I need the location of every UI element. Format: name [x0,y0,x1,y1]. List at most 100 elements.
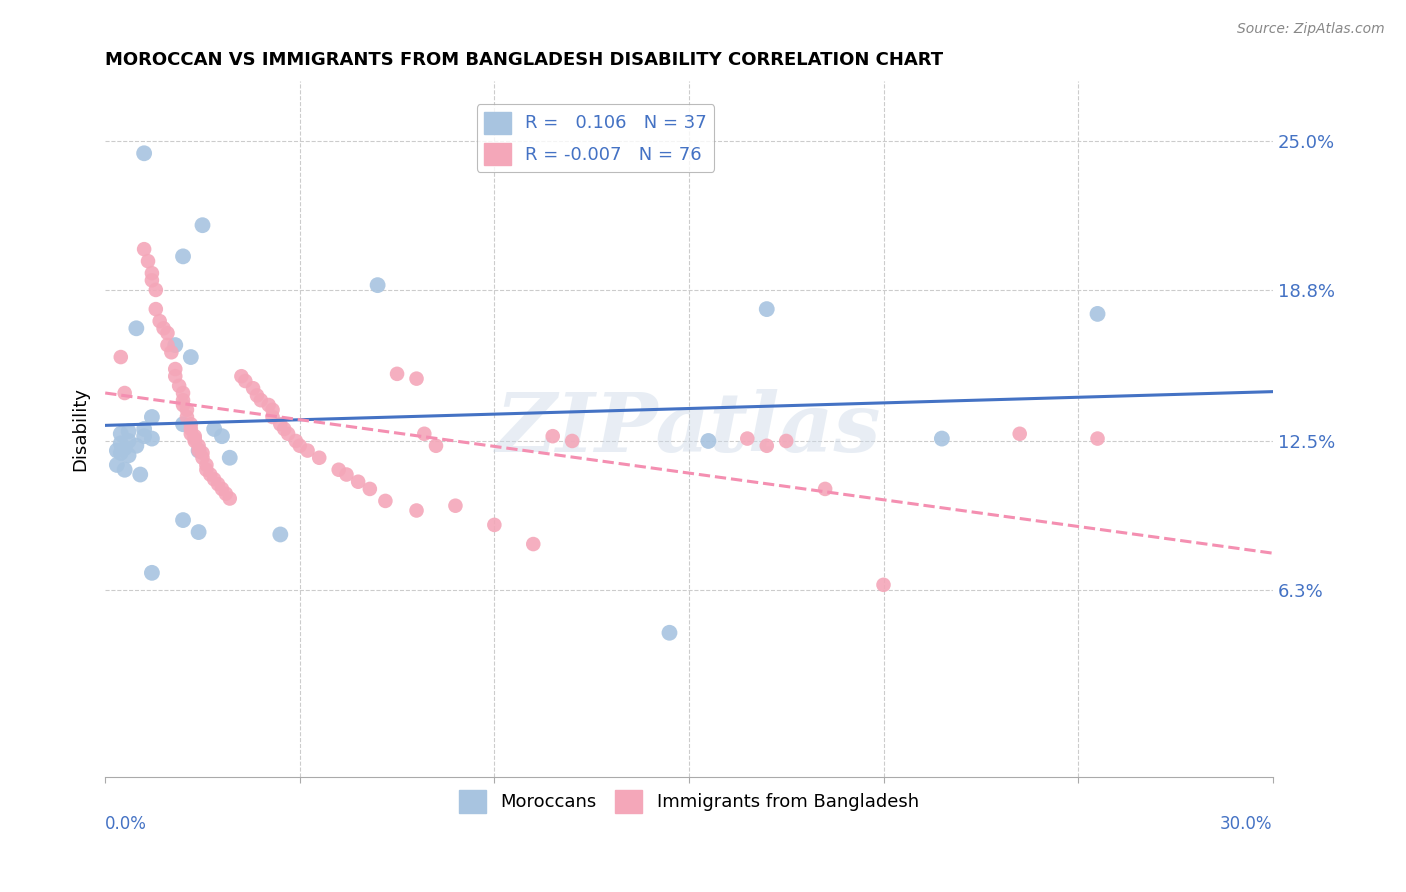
Point [176,402,198,417]
Point [413,426,436,441]
Point [125,321,148,335]
Point [522,537,544,551]
Point [262,409,284,424]
Point [172,513,194,527]
Point [297,443,319,458]
Text: MOROCCAN VS IMMIGRANTS FROM BANGLADESH DISABILITY CORRELATION CHART: MOROCCAN VS IMMIGRANTS FROM BANGLADESH D… [105,51,943,69]
Point [191,450,214,465]
Point [180,426,202,441]
Text: Source: ZipAtlas.com: Source: ZipAtlas.com [1237,22,1385,37]
Point [211,482,233,496]
Point [156,326,179,340]
Point [405,503,427,517]
Point [207,477,229,491]
Point [180,422,202,436]
Point [141,409,163,424]
Point [288,439,311,453]
Point [160,345,183,359]
Point [484,517,506,532]
Point [180,350,202,364]
Point [117,425,139,439]
Y-axis label: Disability: Disability [72,387,89,471]
Point [141,266,163,280]
Point [114,386,136,401]
Point [328,463,350,477]
Point [110,446,132,460]
Point [172,393,194,408]
Point [814,482,837,496]
Point [152,321,174,335]
Point [105,458,128,472]
Point [145,302,167,317]
Point [541,429,564,443]
Point [125,439,148,453]
Point [114,463,136,477]
Point [444,499,467,513]
Point [165,369,187,384]
Point [129,467,152,482]
Point [262,402,284,417]
Point [242,381,264,395]
Point [191,218,214,232]
Point [755,302,778,317]
Point [218,450,240,465]
Point [367,278,389,293]
Point [200,467,222,482]
Text: 30.0%: 30.0% [1220,815,1272,833]
Point [359,482,381,496]
Point [1087,432,1109,446]
Point [425,439,447,453]
Point [183,429,205,443]
Text: 0.0%: 0.0% [105,815,148,833]
Point [145,283,167,297]
Point [117,434,139,448]
Point [775,434,797,448]
Point [110,350,132,364]
Point [165,362,187,376]
Point [215,486,238,500]
Point [165,338,187,352]
Point [218,491,240,506]
Point [931,432,953,446]
Point [187,439,209,453]
Point [246,388,269,402]
Point [176,409,198,424]
Point [136,254,159,268]
Point [156,338,179,352]
Point [284,434,307,448]
Point [187,443,209,458]
Point [141,566,163,580]
Point [1087,307,1109,321]
Point [195,458,218,472]
Point [697,434,720,448]
Point [172,398,194,412]
Point [658,625,681,640]
Point [180,417,202,432]
Point [202,472,225,486]
Point [187,443,209,458]
Point [273,422,295,436]
Point [117,448,139,462]
Point [737,432,759,446]
Point [172,249,194,263]
Legend: Moroccans, Immigrants from Bangladesh: Moroccans, Immigrants from Bangladesh [451,783,927,820]
Point [308,450,330,465]
Point [335,467,357,482]
Point [172,417,194,432]
Point [105,443,128,458]
Point [277,426,299,441]
Point [191,446,214,460]
Point [149,314,172,328]
Point [250,393,273,408]
Point [233,374,256,388]
Point [1008,426,1031,441]
Point [110,436,132,450]
Point [141,432,163,446]
Point [269,417,291,432]
Point [187,525,209,540]
Point [134,429,156,443]
Point [231,369,253,384]
Point [257,398,280,412]
Point [347,475,370,489]
Point [211,429,233,443]
